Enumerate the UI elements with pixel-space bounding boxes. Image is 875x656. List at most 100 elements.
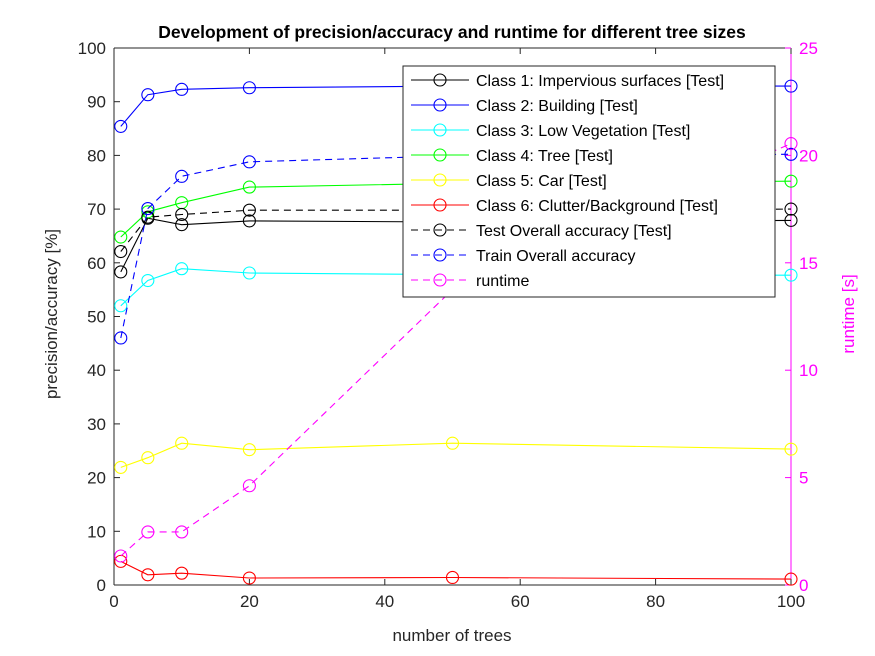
- legend-label: Test Overall accuracy [Test]: [476, 223, 672, 240]
- data-point: [141, 525, 155, 539]
- data-point: [784, 147, 798, 161]
- data-point: [141, 451, 155, 465]
- legend-marker: [433, 198, 447, 212]
- data-point: [242, 203, 256, 217]
- legend-item: Class 4: Tree [Test]: [411, 148, 613, 165]
- data-point: [445, 436, 460, 450]
- data-point: [175, 82, 189, 96]
- data-point: [784, 79, 798, 93]
- x-tick-label: 40: [375, 592, 394, 611]
- data-point: [175, 207, 189, 222]
- data-point: [175, 566, 189, 580]
- y-tick-label-left: 20: [87, 469, 106, 488]
- legend-label: Class 1: Impervious surfaces [Test]: [476, 73, 724, 90]
- data-point: [114, 460, 128, 474]
- x-tick-label: 100: [777, 592, 805, 611]
- data-point: [141, 210, 155, 224]
- series-line: [120, 442, 792, 468]
- data-point: [114, 554, 128, 568]
- x-tick-label: 80: [646, 592, 665, 611]
- y-tick-label-left: 10: [87, 522, 106, 541]
- legend-item: Class 3: Low Vegetation [Test]: [411, 123, 690, 140]
- legend-marker: [433, 148, 447, 162]
- legend-label: Class 6: Clutter/Background [Test]: [476, 198, 718, 215]
- data-point: [242, 155, 256, 169]
- legend-label: Class 5: Car [Test]: [476, 173, 607, 190]
- legend-marker: [433, 123, 447, 137]
- legend-item: Test Overall accuracy [Test]: [411, 223, 672, 240]
- series-5: [114, 436, 798, 474]
- data-point: [242, 479, 256, 493]
- x-tick-label: 20: [240, 592, 259, 611]
- y-axis-label-left: precision/accuracy [%]: [42, 229, 61, 399]
- data-point: [784, 213, 798, 227]
- data-point: [242, 180, 256, 194]
- y-tick-label-left: 30: [87, 415, 106, 434]
- series-6: [114, 554, 798, 586]
- data-point: [175, 525, 189, 539]
- legend-item: Class 2: Building [Test]: [411, 98, 638, 115]
- data-point: [175, 169, 189, 183]
- y-tick-label-left: 50: [87, 308, 106, 327]
- data-point: [784, 174, 798, 188]
- legend-item: Class 5: Car [Test]: [411, 173, 607, 190]
- data-point: [242, 214, 256, 228]
- y-tick-label-right: 10: [799, 361, 818, 380]
- legend-marker: [433, 173, 447, 187]
- legend-label: Class 3: Low Vegetation [Test]: [476, 123, 690, 140]
- data-point: [784, 572, 798, 586]
- data-point: [784, 202, 798, 216]
- axes: 0 20 40 60 80 1000102030405060708090100051015…: [78, 39, 818, 611]
- y-tick-label-right: 25: [799, 39, 818, 58]
- y-tick-label-left: 70: [87, 200, 106, 219]
- data-point: [784, 442, 798, 456]
- y-tick-label-left: 40: [87, 361, 106, 380]
- legend-marker: [433, 273, 447, 287]
- data-point: [445, 570, 460, 585]
- data-point: [141, 568, 155, 582]
- data-point: [141, 202, 155, 216]
- legend-item: Class 1: Impervious surfaces [Test]: [411, 73, 724, 90]
- y-tick-label-right: 5: [799, 469, 808, 488]
- data-point: [784, 268, 798, 282]
- data-point: [141, 205, 155, 219]
- legend-marker: [433, 98, 447, 112]
- data-point: [242, 81, 256, 95]
- y-tick-label-left: 100: [78, 39, 106, 58]
- data-point: [114, 119, 128, 133]
- legend-item: Train Overall accuracy: [411, 248, 635, 265]
- data-point: [141, 88, 155, 102]
- data-point: [242, 266, 256, 280]
- data-point: [175, 218, 189, 232]
- data-point: [242, 571, 256, 585]
- legend-label: Class 4: Tree [Test]: [476, 148, 613, 165]
- legend-label: Train Overall accuracy: [476, 248, 635, 265]
- y-tick-label-right: 15: [799, 254, 818, 273]
- data-point: [114, 331, 128, 345]
- data-point: [114, 244, 128, 259]
- x-axis-label: number of trees: [392, 626, 511, 645]
- data-point: [141, 273, 155, 288]
- data-point: [242, 443, 256, 457]
- y-axis-label-right: runtime [s]: [839, 274, 858, 353]
- legend: Class 1: Impervious surfaces [Test] Class…: [402, 65, 776, 298]
- data-point: [784, 137, 798, 151]
- y-tick-label-right: 0: [799, 576, 808, 595]
- data-point: [114, 230, 128, 244]
- y-tick-label-right: 20: [799, 146, 818, 165]
- data-point: [114, 549, 128, 563]
- data-point: [175, 262, 189, 276]
- y-tick-label-left: 80: [87, 146, 106, 165]
- y-tick-label-left: 60: [87, 254, 106, 273]
- data-point: [175, 436, 189, 450]
- data-point: [114, 299, 128, 313]
- legend-marker: [433, 223, 447, 237]
- legend-label: runtime: [476, 273, 529, 290]
- y-tick-label-left: 90: [87, 93, 106, 112]
- series-line: [120, 208, 792, 252]
- x-tick-label: 0: [109, 592, 118, 611]
- chart-title: Development of precision/accuracy and ru…: [158, 22, 746, 42]
- legend-marker: [433, 73, 447, 87]
- data-point: [114, 265, 128, 279]
